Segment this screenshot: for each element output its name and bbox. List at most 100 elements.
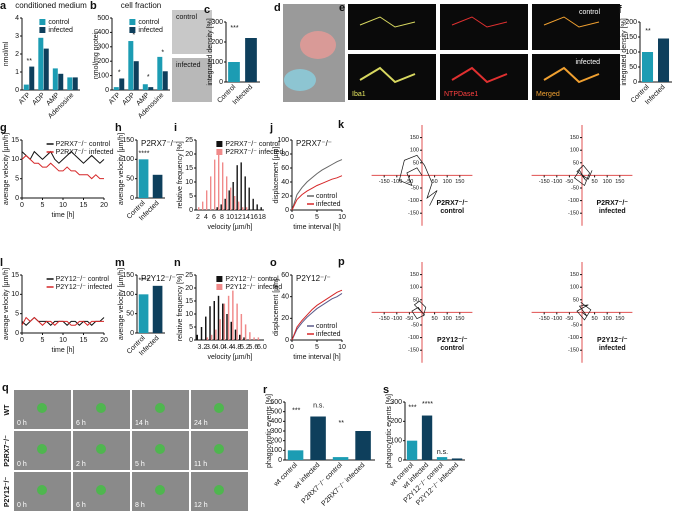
bar [243, 337, 245, 340]
bar [216, 207, 218, 210]
legend-swatch [216, 149, 223, 155]
bar [240, 314, 243, 340]
bar [238, 201, 240, 210]
bar [236, 303, 238, 340]
y-tick-label: 0 [105, 87, 109, 94]
x-tick-label: 150 [615, 179, 624, 185]
y-tick-label: 15 [185, 298, 193, 305]
line [291, 175, 343, 211]
bar [67, 77, 73, 90]
panel-letter: e [339, 2, 345, 14]
x-tick-label: 5 [315, 214, 319, 221]
time-label: 0 h [17, 502, 27, 509]
x-tick-label: ADP [121, 92, 136, 107]
x-axis-label: time interval [h] [293, 354, 341, 361]
bar [421, 415, 433, 460]
y-tick-label: -150 [408, 211, 419, 217]
time-label: 24 h [194, 420, 208, 427]
x-tick-label: 50 [432, 179, 438, 185]
y-tick-label: 150 [570, 135, 579, 141]
bar [148, 87, 154, 90]
annotation: ** [339, 420, 345, 427]
x-tick-label: 5 [41, 337, 45, 344]
bar [52, 68, 58, 90]
x-tick-label: 20 [100, 337, 108, 344]
panel-letter: d [274, 2, 281, 14]
y-tick-label: 150 [410, 272, 419, 278]
y-axis-label: integrated density [%] [621, 18, 628, 85]
y-tick-label: -50 [411, 185, 419, 191]
panel-letter: f [618, 4, 622, 16]
y-tick-label: 80 [281, 151, 289, 158]
bar [133, 61, 139, 90]
bar [658, 38, 670, 82]
legend-swatch [39, 19, 46, 25]
bar [219, 319, 221, 340]
x-tick-label: -100 [551, 316, 562, 322]
x-axis-label: time [h] [52, 212, 75, 219]
y-tick-label: 200 [270, 438, 282, 445]
y-tick-label: 5 [189, 193, 193, 200]
y-axis-label: average velocity [µm/h] [118, 268, 125, 340]
x-axis-label: time [h] [52, 347, 75, 354]
y-tick-label: 0 [633, 79, 637, 86]
bar [236, 165, 238, 210]
y-tick-label: 300 [97, 44, 109, 51]
y-axis-label: displacement [µm] [273, 279, 280, 336]
bar [138, 159, 149, 198]
bar [113, 87, 119, 90]
bar [253, 337, 255, 340]
legend-label: P2RX7⁻/⁻ infected [225, 149, 283, 156]
bar [228, 62, 240, 82]
y-tick-label: -50 [571, 322, 579, 328]
micrograph [440, 54, 528, 100]
bar [142, 84, 148, 90]
y-tick-label: 150 [570, 272, 579, 278]
bar [223, 303, 226, 340]
annotation: *** [408, 405, 416, 412]
micrograph [440, 4, 528, 50]
bar [244, 176, 246, 210]
legend-label: control [316, 323, 337, 330]
micrograph [348, 54, 436, 100]
y-axis-label: integrated density [%] [207, 18, 214, 85]
x-tick-label: 6 [212, 214, 216, 221]
bar [256, 204, 258, 210]
x-tick-label: P2RX7⁻/⁻ infected [321, 462, 367, 508]
bar [226, 176, 228, 210]
bar [214, 159, 216, 210]
bar [249, 332, 251, 340]
y-tick-label: 0 [189, 207, 193, 214]
bar [240, 162, 242, 210]
time-label: 8 h [135, 502, 145, 509]
bar [38, 37, 44, 90]
y-tick-label: 100 [277, 137, 289, 144]
cell [214, 403, 224, 413]
panel-letter: b [90, 0, 97, 12]
trajectory [573, 164, 593, 187]
y-tick-label: 600 [270, 399, 282, 406]
bar [228, 190, 230, 210]
image-label: Iba1 [352, 91, 366, 98]
cell [451, 16, 508, 28]
image-label: NTPDase1 [444, 91, 478, 98]
bar [202, 201, 204, 210]
x-tick-label: 150 [455, 316, 464, 322]
image-label: control [579, 9, 600, 16]
y-tick-label: 200 [390, 418, 402, 425]
time-label: 12 h [194, 502, 208, 509]
x-tick-label: 5 [315, 344, 319, 351]
trajectory [398, 154, 438, 206]
bar [138, 294, 149, 333]
x-tick-label: 100 [443, 179, 452, 185]
time-label: 6 h [76, 420, 86, 427]
chart-title: conditioned medium [15, 1, 87, 10]
y-tick-label: 100 [570, 148, 579, 154]
cell [96, 485, 106, 495]
y-tick-label: -100 [408, 198, 419, 204]
y-tick-label: 50 [126, 176, 134, 183]
time-label: 5 h [135, 461, 145, 468]
legend-label: P2Y12⁻/⁻ control [225, 276, 279, 283]
x-tick-label: 150 [455, 179, 464, 185]
y-tick-label: 5 [15, 176, 19, 183]
